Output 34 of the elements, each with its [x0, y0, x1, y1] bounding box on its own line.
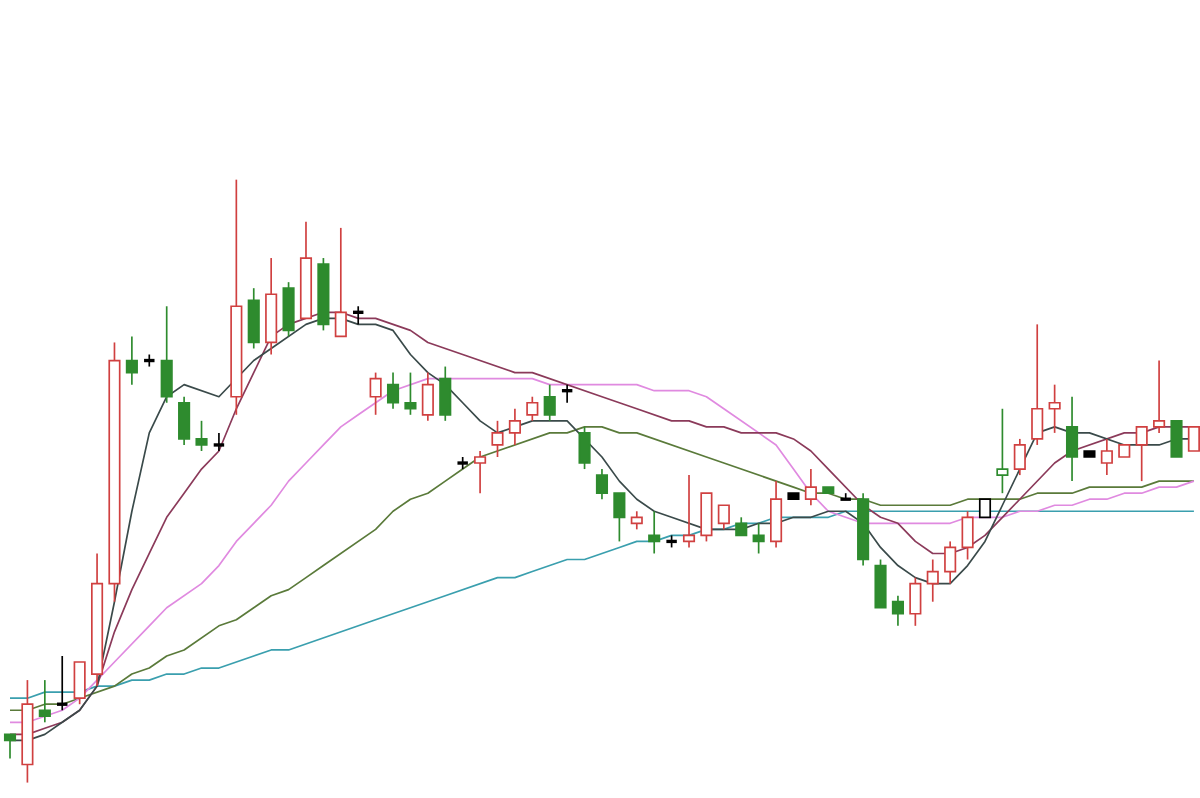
candlestick: [38, 678, 51, 723]
candlestick: [1153, 359, 1166, 434]
candlestick: [90, 552, 104, 687]
candlestick: [804, 467, 817, 506]
candlestick: [386, 371, 400, 410]
candlestick: [125, 335, 138, 386]
candlestick: [543, 383, 556, 422]
candlestick: [648, 510, 661, 555]
candlestick: [421, 371, 434, 422]
candlestick: [682, 473, 696, 549]
candlestick: [1048, 383, 1061, 434]
candlestick: [926, 558, 939, 603]
candlestick: [1100, 437, 1113, 476]
candlestick: [21, 678, 34, 784]
candlestick: [944, 540, 957, 585]
candlestick: [1031, 323, 1044, 446]
candlestick: [1013, 437, 1026, 476]
candlestick: [526, 395, 539, 422]
candlestick: [508, 407, 521, 446]
candlestick: [474, 449, 487, 494]
candlestick: [996, 407, 1009, 494]
candlestick: [891, 594, 904, 627]
candlestick: [160, 305, 173, 404]
candlestick: [595, 467, 609, 500]
candlestick: [630, 510, 643, 530]
candlestick: [857, 492, 870, 567]
candlestick: [178, 395, 191, 446]
candlestick: [439, 365, 452, 422]
candlestick: [247, 287, 260, 350]
candlestick: [230, 178, 243, 416]
candlestick: [265, 256, 278, 356]
candlestick: [1065, 395, 1079, 482]
candlestick: [108, 341, 121, 603]
candlestick: [770, 480, 783, 549]
